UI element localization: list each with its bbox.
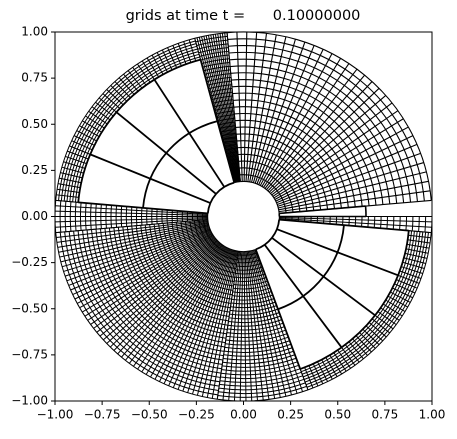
y-tick-label: 1.00 (21, 25, 48, 39)
mesh-line (80, 234, 213, 308)
mesh-line (369, 322, 386, 336)
mesh-arc (256, 220, 279, 250)
mesh-line (277, 229, 398, 275)
mesh-arc (400, 217, 401, 230)
mesh-line (259, 49, 324, 184)
x-tick-label: 0.50 (324, 408, 351, 422)
mesh-arc (393, 217, 394, 230)
x-tick-label: 0.00 (230, 408, 257, 422)
x-tick-label: −1.00 (37, 408, 74, 422)
y-tick-label: −0.25 (11, 255, 48, 269)
mesh-arc (208, 183, 234, 214)
x-tick-label: −0.50 (131, 408, 168, 422)
mesh-line (119, 78, 134, 95)
mesh-line (90, 154, 210, 203)
chart-title: grids at time t = 0.10000000 (126, 8, 361, 24)
mesh-line (253, 39, 295, 183)
mesh-line (279, 191, 430, 212)
mesh-line (151, 247, 226, 377)
x-tick-label: −0.25 (178, 408, 215, 422)
mesh-line (403, 262, 425, 268)
mesh-line (103, 94, 120, 109)
x-tick-label: 1.00 (419, 408, 446, 422)
mesh-line (276, 136, 413, 202)
mesh-line (116, 112, 216, 194)
mesh-line (353, 339, 368, 356)
y-tick-label: 0.50 (21, 117, 48, 131)
mesh-arc (419, 217, 420, 232)
y-tick-label: −0.50 (11, 301, 48, 315)
y-tick-label: −0.75 (11, 347, 48, 361)
mesh-line (392, 288, 412, 298)
mesh-arc (381, 217, 382, 229)
y-tick-label: 0.00 (21, 209, 48, 223)
x-tick-label: 0.75 (372, 408, 399, 422)
mesh-line (356, 336, 371, 352)
mesh-line (249, 251, 274, 398)
y-tick-label: 0.75 (21, 71, 48, 85)
mesh-arc (387, 217, 388, 229)
x-tick-label: −0.75 (84, 408, 121, 422)
mesh-line (366, 326, 383, 341)
mesh-arc (412, 217, 413, 231)
mesh-line (318, 362, 328, 382)
y-tick-label: −1.00 (11, 394, 48, 408)
x-tick-label: 0.25 (277, 408, 304, 422)
mesh-line (74, 136, 94, 146)
mesh-line (63, 162, 85, 169)
y-tick-label: 0.25 (21, 163, 48, 177)
mesh-line (162, 50, 172, 70)
mesh-arc (406, 217, 407, 231)
mesh (55, 32, 432, 401)
mesh-line (189, 40, 196, 61)
mesh-arc (425, 217, 426, 233)
